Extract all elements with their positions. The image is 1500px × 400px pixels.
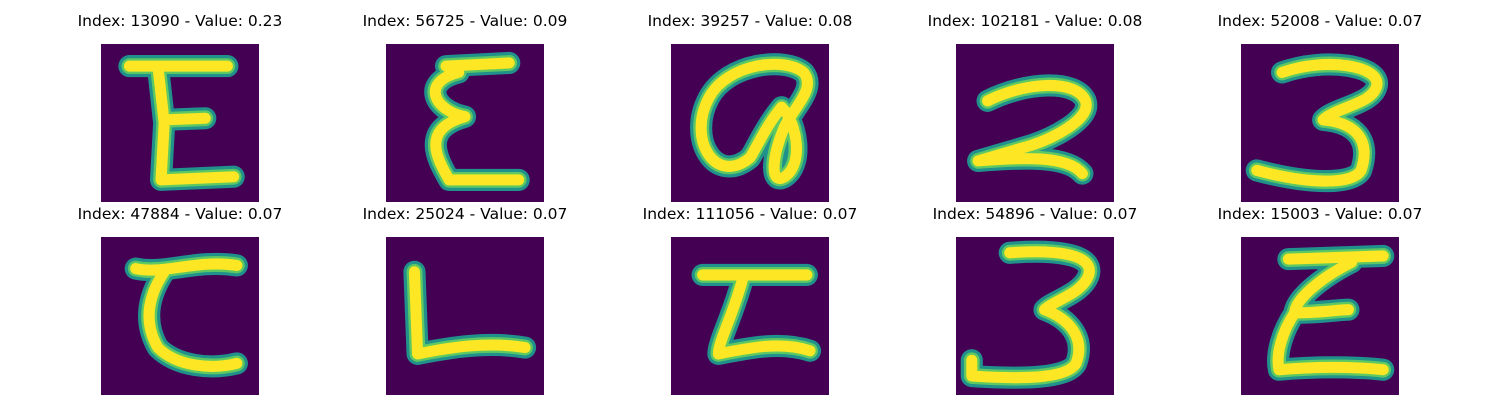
panel-title: Index: 15003 - Value: 0.07 (1217, 205, 1423, 223)
image-background (671, 237, 829, 395)
digit-image (101, 237, 259, 395)
digit-image (956, 44, 1114, 202)
panel-title: Index: 56725 - Value: 0.09 (362, 12, 568, 30)
panel-title: Index: 52008 - Value: 0.07 (1217, 12, 1423, 30)
panel-title: Index: 54896 - Value: 0.07 (932, 205, 1138, 223)
glyph-stroke (429, 57, 525, 186)
digit-image (671, 237, 829, 395)
digit-image (671, 44, 829, 202)
glyph-stroke (123, 60, 240, 186)
glyph-stroke (966, 246, 1095, 384)
panel-title: Index: 111056 - Value: 0.07 (642, 205, 858, 223)
glyph-stroke (972, 79, 1092, 180)
glyph-stroke (697, 269, 816, 360)
glyph-stroke (130, 258, 243, 372)
panel-title: Index: 39257 - Value: 0.08 (647, 12, 853, 30)
panel-title: Index: 25024 - Value: 0.07 (362, 205, 568, 223)
digit-image (956, 237, 1114, 395)
digit-image (386, 44, 544, 202)
panel-title: Index: 47884 - Value: 0.07 (77, 205, 283, 223)
glyph-stroke (408, 266, 531, 360)
digit-image (101, 44, 259, 202)
glyph-stroke (1272, 250, 1389, 376)
digit-image (1241, 237, 1399, 395)
digit-image (1241, 44, 1399, 202)
glyph-stroke (1251, 58, 1383, 187)
digit-image (386, 237, 544, 395)
panel-title: Index: 13090 - Value: 0.23 (77, 12, 283, 30)
glyph-stroke (695, 58, 813, 184)
panel-title: Index: 102181 - Value: 0.08 (927, 12, 1143, 30)
